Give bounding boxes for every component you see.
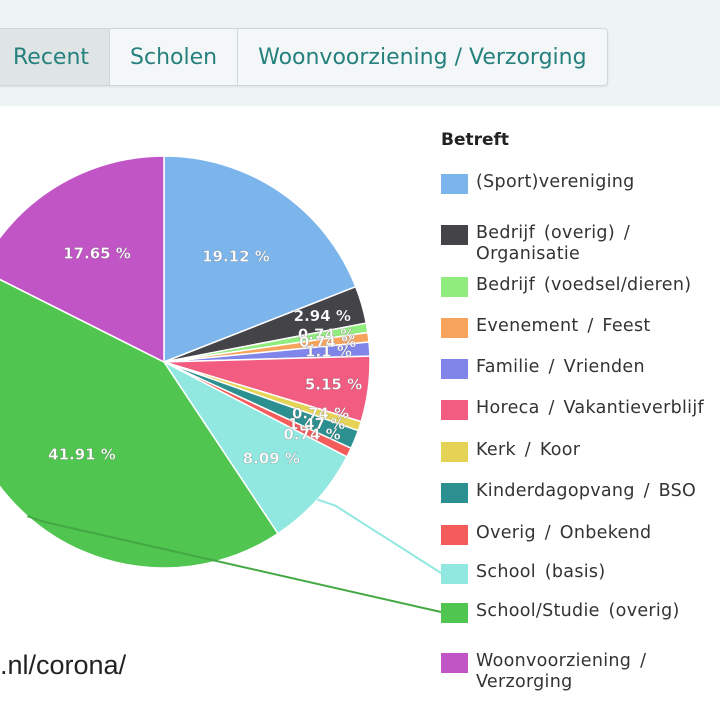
legend-swatch xyxy=(441,653,468,673)
legend-label: Familie / Vrienden xyxy=(476,357,645,377)
legend-label: School/Studie (overig) xyxy=(476,601,680,621)
legend-item[interactable]: Evenement / Feest xyxy=(441,316,651,338)
slice-data-label: 2.94 % xyxy=(294,307,351,325)
legend-swatch xyxy=(441,400,468,420)
legend-label: Kinderdagopvang / BSO xyxy=(476,481,697,501)
legend-label: Horeca / Vakantieverblijf xyxy=(476,398,704,418)
legend-swatch xyxy=(441,277,468,297)
legend-item[interactable]: Bedrijf (overig) / Organisatie xyxy=(441,223,630,265)
legend-item[interactable]: Horeca / Vakantieverblijf xyxy=(441,398,704,420)
legend-swatch xyxy=(441,225,468,245)
legend-item[interactable]: School/Studie (overig) xyxy=(441,601,680,623)
legend-label: Evenement / Feest xyxy=(476,316,651,336)
legend-item[interactable]: Woonvoorziening / Verzorging xyxy=(441,651,646,693)
tab-woonvoorziening[interactable]: Woonvoorziening / Verzorging xyxy=(258,44,587,70)
legend-item[interactable]: School (basis) xyxy=(441,562,605,584)
slice-data-label: 1.1 % xyxy=(305,343,352,361)
slice-data-label: 0.74 % xyxy=(292,404,349,422)
slice-data-label: 0.74 % xyxy=(298,326,355,344)
legend-item[interactable]: Kerk / Koor xyxy=(441,440,580,462)
tab-recent[interactable]: Recent xyxy=(0,29,111,85)
legend-item[interactable]: Familie / Vrienden xyxy=(441,357,645,379)
tab-scholen[interactable]: Scholen xyxy=(110,29,239,85)
slice-data-label: 8.09 % xyxy=(243,449,300,467)
slice-data-label: 5.15 % xyxy=(305,376,362,394)
legend-connector xyxy=(316,498,442,574)
legend-swatch xyxy=(441,174,468,194)
pie-chart: 19.12 %2.94 %0.74 %0.74 %1.1 %5.15 %0.74… xyxy=(0,155,442,613)
pie-slice[interactable] xyxy=(163,155,357,364)
slice-data-label: 0.74 % xyxy=(283,425,340,443)
pie-slice[interactable] xyxy=(0,155,165,364)
legend-label: School (basis) xyxy=(476,562,606,582)
legend-swatch xyxy=(441,525,468,545)
legend-item[interactable]: Bedrijf (voedsel/dieren) xyxy=(441,275,691,297)
legend-label: Kerk / Koor xyxy=(476,440,581,460)
slice-data-label: 17.65 % xyxy=(63,244,131,262)
slice-data-label: 41.91 % xyxy=(48,445,116,463)
legend-swatch xyxy=(441,564,468,584)
slice-data-label: 1.47 % xyxy=(288,415,345,433)
pie-slice[interactable] xyxy=(0,269,279,569)
slice-data-label: 19.12 % xyxy=(202,247,270,265)
tab-bar: Recent Scholen Woonvoorziening / Verzorg… xyxy=(0,28,608,86)
legend-swatch xyxy=(441,603,468,623)
footer-url: .nl/corona/ xyxy=(0,650,127,680)
legend-swatch xyxy=(441,359,468,379)
legend-label: Bedrijf (overig) / Organisatie xyxy=(476,223,631,264)
legend-label: Overig / Onbekend xyxy=(476,523,652,543)
legend-swatch xyxy=(441,318,468,338)
legend-item[interactable]: Kinderdagopvang / BSO xyxy=(441,481,696,503)
legend-title: Betreft xyxy=(441,130,510,150)
slice-data-label: 0.74 % xyxy=(299,333,356,351)
legend-swatch xyxy=(441,442,468,462)
pie-slice[interactable] xyxy=(161,359,348,535)
legend-item[interactable]: Overig / Onbekend xyxy=(441,523,651,545)
legend-label: (Sport)vereniging xyxy=(476,172,635,192)
legend-label: Bedrijf (voedsel/dieren) xyxy=(476,275,692,295)
legend-label: Woonvoorziening / Verzorging xyxy=(476,651,647,692)
legend-connector xyxy=(27,515,442,613)
legend: Betreft (Sport)vereniging Bedrijf (overig… xyxy=(441,130,720,692)
legend-item[interactable]: (Sport)vereniging xyxy=(441,172,635,194)
legend-swatch xyxy=(441,483,468,503)
